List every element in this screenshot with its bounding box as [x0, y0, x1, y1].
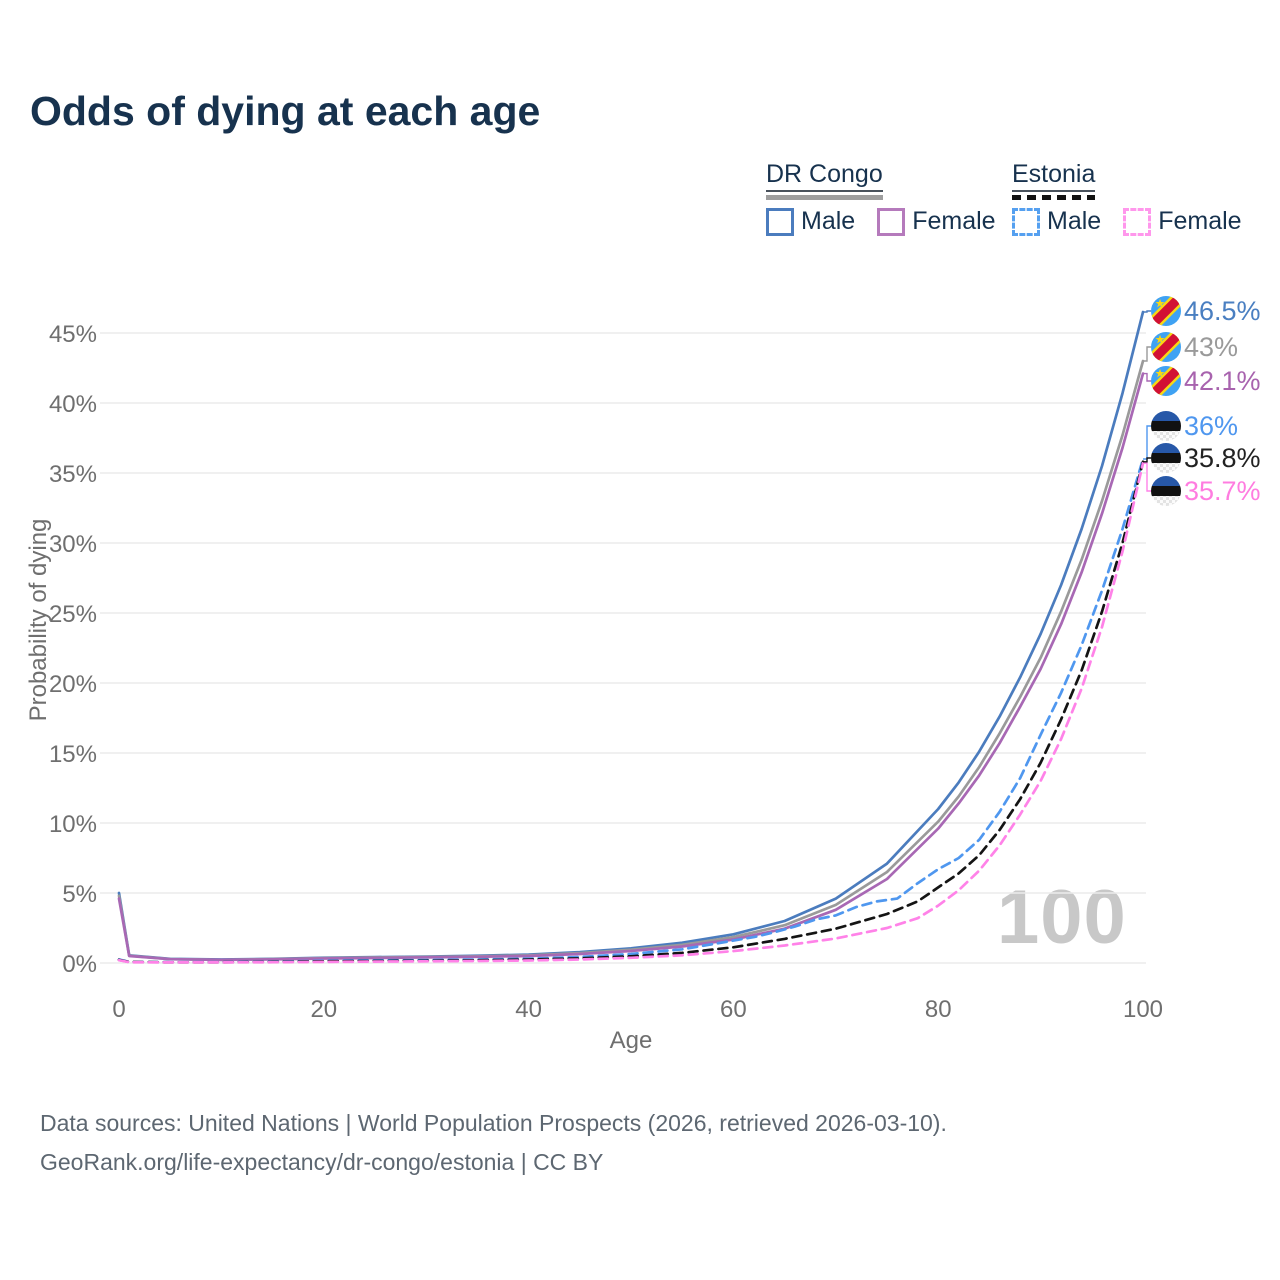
series-line-estonia-male[interactable]	[117, 457, 1145, 964]
y-tick-label: 10%	[49, 811, 97, 838]
leader-line-dr-congo-both-sexes	[1143, 346, 1151, 362]
x-axis-title: Age	[610, 1027, 653, 1054]
legend-line-sample-solid	[766, 195, 883, 200]
series-line-estonia-female[interactable]	[117, 461, 1145, 964]
y-tick-label: 15%	[49, 741, 97, 768]
legend-label-estonia-female: Female	[1158, 207, 1242, 235]
x-tick-label: 0	[112, 996, 125, 1023]
footer-attribution-link[interactable]: GeoRank.org/life-expectancy/dr-congo/est…	[40, 1149, 604, 1175]
y-tick-label: 35%	[49, 461, 97, 488]
x-tick-label: 40	[515, 996, 542, 1023]
y-tick-label: 25%	[49, 601, 97, 628]
end-label-estonia-male: 36%	[1184, 411, 1238, 441]
legend-country-dr-congo: DR Congo	[766, 160, 883, 200]
x-tick-label: 100	[1123, 996, 1163, 1023]
watermark-age-100: 100	[997, 875, 1127, 960]
estonia-flag-icon	[1151, 411, 1181, 441]
series-line-dr-congo-both-sexes[interactable]	[117, 359, 1145, 962]
y-tick-label: 40%	[49, 391, 97, 418]
dr-congo-flag-icon	[1151, 332, 1181, 362]
legend-label-drcongo-male: Male	[801, 207, 856, 235]
y-axis-title: Probability of dying	[25, 519, 52, 722]
x-tick-label: 60	[720, 996, 747, 1023]
leader-line-estonia-female	[1143, 462, 1151, 492]
end-label-dr-congo-both-sexes: 43%	[1184, 332, 1238, 362]
y-tick-label: 45%	[49, 321, 97, 348]
y-tick-label: 20%	[49, 671, 97, 698]
end-label-dr-congo-female: 42.1%	[1184, 366, 1261, 396]
page-title: Odds of dying at each age	[30, 88, 541, 134]
series-line-dr-congo-male[interactable]	[117, 310, 1145, 961]
end-label-estonia-female: 35.7%	[1184, 476, 1261, 506]
legend-country-label: DR Congo	[766, 160, 883, 192]
estonia-flag-icon	[1151, 476, 1181, 506]
dr-congo-flag-icon	[1151, 366, 1181, 396]
leader-line-estonia-both-sexes	[1143, 457, 1151, 463]
legend-checkbox-estonia-male[interactable]	[1012, 207, 1040, 236]
legend-group-dr-congo: DR Congo Male Female	[766, 160, 1018, 236]
leader-line-dr-congo-female	[1143, 372, 1151, 382]
legend-label-drcongo-female: Female	[912, 207, 996, 235]
end-label-dr-congo-male: 46.5%	[1184, 296, 1261, 326]
y-tick-label: 5%	[62, 881, 97, 908]
estonia-flag-icon	[1151, 443, 1181, 473]
legend-country-estonia: Estonia	[1012, 160, 1096, 200]
x-tick-label: 20	[310, 996, 337, 1023]
series-line-dr-congo-female[interactable]	[117, 372, 1145, 962]
legend-label-estonia-male: Male	[1047, 207, 1102, 235]
y-tick-label: 30%	[49, 531, 97, 558]
legend-checkbox-drcongo-female[interactable]	[877, 207, 906, 236]
series-line-estonia-both-sexes[interactable]	[117, 460, 1145, 964]
leader-line-dr-congo-male	[1143, 310, 1151, 313]
x-tick-label: 80	[925, 996, 952, 1023]
end-label-estonia-both-sexes: 35.8%	[1184, 443, 1261, 473]
legend-checkbox-estonia-female[interactable]	[1123, 207, 1152, 236]
legend-group-estonia: Estonia Male Female	[1012, 160, 1264, 236]
legend-line-sample-dashed	[1012, 195, 1096, 200]
leader-line-estonia-male	[1143, 425, 1151, 460]
legend-checkbox-drcongo-male[interactable]	[766, 207, 794, 236]
dr-congo-flag-icon	[1151, 296, 1181, 326]
legend-country-label: Estonia	[1012, 160, 1096, 192]
footer-data-sources: Data sources: United Nations | World Pop…	[40, 1110, 947, 1136]
y-tick-label: 0%	[62, 951, 97, 978]
